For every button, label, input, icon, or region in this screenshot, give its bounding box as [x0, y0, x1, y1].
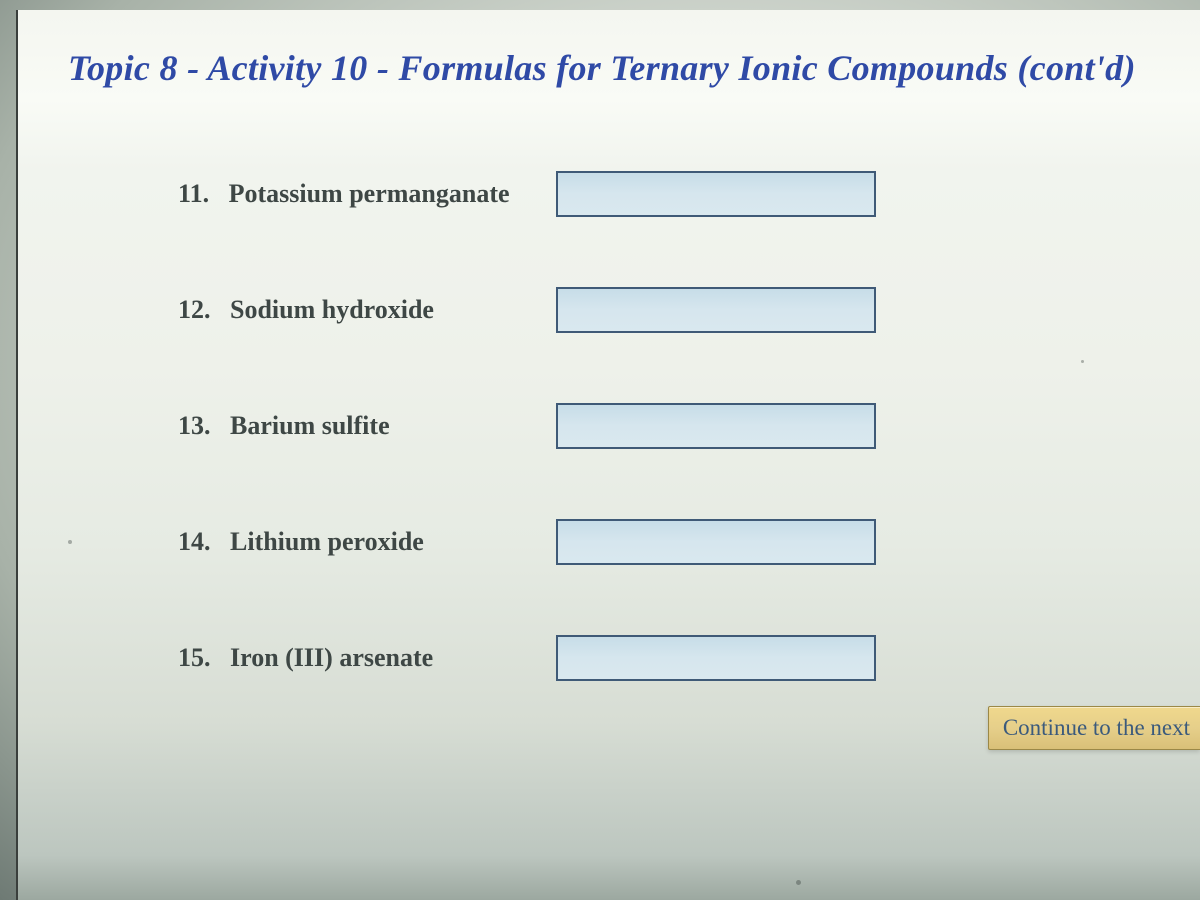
question-number: 12. [178, 295, 211, 324]
question-text: Lithium peroxide [230, 527, 424, 556]
question-text: Barium sulfite [230, 411, 390, 440]
question-row: 11. Potassium permanganate [178, 171, 1100, 217]
question-row: 15. Iron (III) arsenate [178, 635, 1100, 681]
speck [796, 880, 801, 885]
question-row: 14. Lithium peroxide [178, 519, 1100, 565]
question-text: Potassium permanganate [229, 179, 510, 208]
worksheet-page: Topic 8 - Activity 10 - Formulas for Ter… [16, 10, 1200, 900]
answer-input-11[interactable] [556, 171, 876, 217]
page-title: Topic 8 - Activity 10 - Formulas for Ter… [68, 46, 1160, 91]
answer-input-13[interactable] [556, 403, 876, 449]
question-list: 11. Potassium permanganate 12. Sodium hy… [178, 171, 1100, 681]
question-label: 13. Barium sulfite [178, 410, 556, 441]
question-label: 15. Iron (III) arsenate [178, 642, 556, 673]
question-label: 12. Sodium hydroxide [178, 294, 556, 325]
question-text: Iron (III) arsenate [230, 643, 433, 672]
question-number: 11. [178, 179, 209, 208]
continue-button[interactable]: Continue to the next [988, 706, 1200, 750]
question-number: 15. [178, 643, 211, 672]
question-number: 14. [178, 527, 211, 556]
answer-input-12[interactable] [556, 287, 876, 333]
answer-input-15[interactable] [556, 635, 876, 681]
question-label: 11. Potassium permanganate [178, 178, 556, 209]
question-row: 13. Barium sulfite [178, 403, 1100, 449]
question-number: 13. [178, 411, 211, 440]
answer-input-14[interactable] [556, 519, 876, 565]
speck [68, 540, 72, 544]
question-row: 12. Sodium hydroxide [178, 287, 1100, 333]
question-label: 14. Lithium peroxide [178, 526, 556, 557]
question-text: Sodium hydroxide [230, 295, 434, 324]
